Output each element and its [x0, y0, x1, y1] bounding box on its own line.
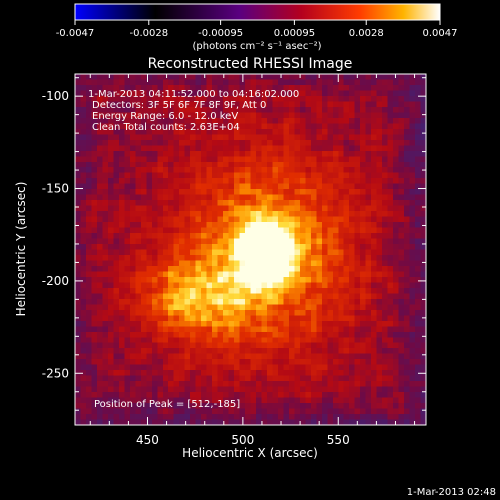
y-tick-label: -200: [42, 274, 69, 288]
colorbar-tick-label: 0.0028: [349, 28, 384, 39]
colorbar-strip: [74, 3, 441, 21]
colorbar-tick-label: -0.0047: [56, 28, 95, 39]
annotation-line: Clean Total counts: 2.63E+04: [92, 122, 240, 133]
y-tick-label: -150: [42, 182, 69, 196]
colorbar: -0.0047 -0.0028 -0.00095 0.00095 0.0028 0.004…: [56, 3, 458, 52]
colorbar-tick-label: 0.0047: [423, 28, 458, 39]
y-tick-label: -250: [42, 366, 69, 380]
colorbar-tick-label: -0.00095: [198, 28, 243, 39]
annotations: 1-Mar-2013 04:11:52.000 to 04:16:02.000D…: [88, 89, 299, 410]
annotation-line: 1-Mar-2013 04:11:52.000 to 04:16:02.000: [88, 89, 299, 100]
annotation-line: Energy Range: 6.0 - 12.0 keV: [92, 111, 238, 122]
annotation-line: Detectors: 3F 5F 6F 7F 8F 9F, Att 0: [92, 100, 266, 111]
colorbar-tick-label: -0.0028: [129, 28, 168, 39]
heatmap-image: [75, 74, 426, 425]
x-tick-label: 500: [231, 433, 254, 447]
colorbar-unit-label: (photons cm⁻² s⁻¹ asec⁻²): [192, 41, 321, 52]
plot-area: 1-Mar-2013 04:11:52.000 to 04:16:02.000D…: [42, 73, 427, 447]
chart-title: Reconstructed RHESSI Image: [148, 56, 353, 72]
x-axis-label: Heliocentric X (arcsec): [182, 446, 318, 460]
x-tick-label: 550: [327, 433, 350, 447]
plot-frame: [74, 73, 427, 426]
colorbar-ticks: -0.0047 -0.0028 -0.00095 0.00095 0.0028 0.004…: [56, 20, 458, 39]
colorbar-tick-label: 0.00095: [274, 28, 315, 39]
x-tick-label: 450: [136, 433, 159, 447]
axis-ticks: 450 500 550 -100 -150 -200 -250: [42, 74, 426, 447]
annotation-line: Position of Peak = [512,-185]: [94, 399, 240, 410]
y-tick-label: -100: [42, 89, 69, 103]
footer-timestamp: 1-Mar-2013 02:48: [407, 487, 496, 498]
y-axis-label: Heliocentric Y (arcsec): [14, 182, 28, 317]
